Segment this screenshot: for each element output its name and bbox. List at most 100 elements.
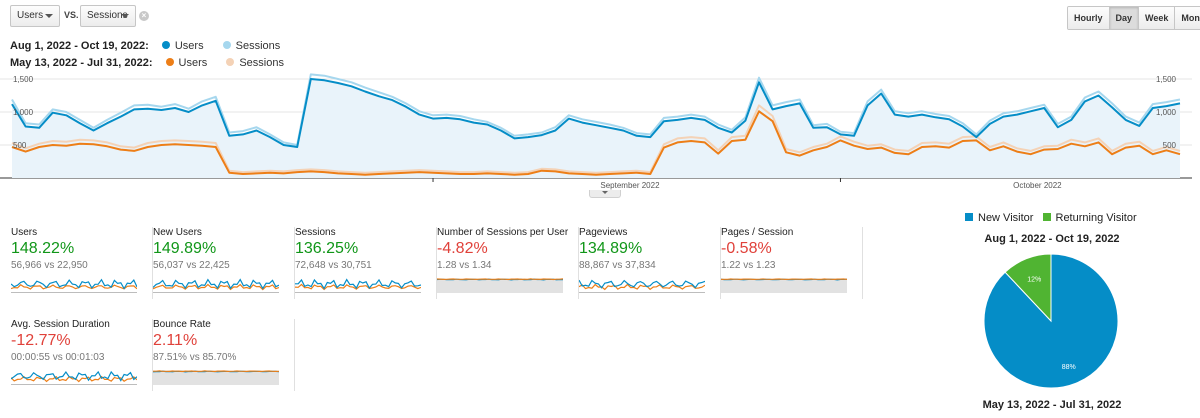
metric-sparkline [437, 278, 563, 293]
series-line-current-users[interactable] [11, 78, 1181, 148]
legend-current-sessions[interactable]: Sessions [222, 39, 281, 53]
metric-change: 148.22% [11, 240, 75, 257]
legend-swatch-icon [965, 213, 973, 221]
pie-title-previous: May 13, 2022 - Jul 31, 2022 [982, 399, 1122, 411]
metric-sparkline [721, 278, 847, 293]
metric-compare: 1.28 vs 1.34 [437, 260, 492, 271]
chevron-down-icon [45, 14, 53, 18]
chevron-down-icon [121, 14, 129, 18]
sparkline-current [295, 278, 421, 290]
metric-tile-users[interactable]: Users 148.22% 56,966 vs 22,950 [11, 227, 153, 299]
close-icon[interactable]: × [139, 11, 149, 21]
pie-legend-new-visitor[interactable]: New Visitor [965, 212, 1033, 224]
metric-label: Pageviews [579, 227, 628, 238]
metric-tile-sessions[interactable]: Sessions 136.25% 72,648 vs 30,751 [295, 227, 437, 299]
legend-previous-sessions-label: Sessions [239, 57, 284, 69]
metric-select-primary-label: Users [17, 10, 44, 21]
y-tick-label: 500 [1163, 141, 1177, 150]
metric-tile-pages-per-session[interactable]: Pages / Session -0.58% 1.22 vs 1.23 [721, 227, 863, 299]
y-tick-label: 500 [13, 141, 27, 150]
metric-tile-sessions-per-user[interactable]: Number of Sessions per User -4.82% 1.28 … [437, 227, 579, 299]
legend-current-period: Aug 1, 2022 - Oct 19, 2022: Users Sessio… [10, 39, 280, 53]
sparkline-fill [721, 280, 847, 293]
month-button[interactable]: Month [1175, 7, 1200, 29]
metric-sparkline [153, 278, 279, 293]
metric-label: Users [11, 227, 38, 238]
series-dot-icon [222, 41, 231, 49]
sparkline-current [11, 278, 137, 290]
pie-legend: New Visitor Returning Visitor [965, 212, 1143, 224]
legend-current-users-label: Users [174, 40, 204, 52]
pie-legend-returning-visitor[interactable]: Returning Visitor [1042, 212, 1137, 224]
week-button[interactable]: Week [1139, 7, 1176, 29]
metric-label: Bounce Rate [153, 319, 211, 330]
metric-compare: 88,867 vs 37,834 [579, 260, 656, 271]
sparkline-previous [153, 283, 279, 291]
metric-sparkline [153, 370, 279, 385]
pie-legend-label: New Visitor [978, 212, 1034, 224]
legend-previous-sessions[interactable]: Sessions [226, 56, 284, 70]
legend-current-users[interactable]: Users [161, 39, 204, 53]
legend-swatch-icon [1042, 213, 1051, 221]
sparkline-fill [153, 372, 279, 385]
metric-label: Pages / Session [721, 227, 794, 238]
metric-change: 136.25% [295, 240, 359, 257]
metric-tile-pageviews[interactable]: Pageviews 134.89% 88,867 vs 37,834 [579, 227, 721, 299]
sparkline-current [153, 278, 279, 290]
metric-change: 134.89% [579, 240, 643, 257]
metric-compare: 56,966 vs 22,950 [11, 260, 88, 271]
series-line-current-sessions[interactable] [11, 73, 1181, 146]
y-tick-label: 1,500 [13, 75, 34, 84]
legend-previous-range: May 13, 2022 - Jul 31, 2022: [10, 57, 153, 69]
sparkline-previous [437, 278, 563, 281]
legend-previous-users[interactable]: Users [165, 56, 207, 70]
metric-label: Avg. Session Duration [11, 319, 110, 330]
sparkline-previous [153, 370, 279, 373]
sparkline-current [579, 279, 705, 289]
day-button[interactable]: Day [1109, 7, 1140, 29]
sparkline-previous [579, 283, 705, 291]
metric-tile-avg-session-duration[interactable]: Avg. Session Duration -12.77% 00:00:55 v… [11, 319, 153, 391]
chart-expand-handle[interactable] [589, 190, 621, 198]
metric-sparkline [295, 278, 421, 293]
metric-label: New Users [153, 227, 202, 238]
metric-change: -4.82% [437, 240, 488, 257]
series-line-previous-users[interactable] [11, 110, 1181, 176]
series-area [12, 79, 1180, 178]
metric-change: -12.77% [11, 332, 71, 349]
visitor-pie-chart[interactable]: 88% 12% [983, 253, 1119, 389]
metric-change: -0.58% [721, 240, 772, 257]
sparkline-previous [11, 284, 137, 290]
metric-compare: 00:00:55 vs 00:01:03 [11, 352, 105, 363]
sparkline-fill [437, 280, 563, 293]
series-dot-icon [165, 58, 174, 66]
metric-compare: 72,648 vs 30,751 [295, 260, 372, 271]
legend-current-sessions-label: Sessions [235, 40, 281, 52]
metric-label: Number of Sessions per User [437, 227, 569, 238]
main-line-chart[interactable]: 1,500 1,500 1,000 1,000 500 500 September 2022… [0, 70, 1200, 190]
series-line-previous-sessions[interactable] [11, 104, 1181, 174]
metric-tile-bounce-rate[interactable]: Bounce Rate 2.11% 87.51% vs 85.70% [153, 319, 295, 391]
metric-label: Sessions [295, 227, 336, 238]
metric-select-compare-label: Sessions [87, 10, 128, 21]
pie-slice-label: 88% [1062, 364, 1076, 371]
x-tick-label: September 2022 [600, 181, 660, 190]
pie-legend-label: Returning Visitor [1055, 212, 1137, 224]
granularity-toggle: Hourly Day Week Month [1067, 6, 1200, 30]
hourly-button[interactable]: Hourly [1068, 7, 1110, 29]
x-tick-label: October 2022 [1013, 181, 1062, 190]
metric-select-primary[interactable]: Users [10, 5, 60, 27]
metric-sparkline [579, 279, 705, 293]
metric-change: 2.11% [153, 332, 198, 349]
metric-sparkline [11, 370, 137, 385]
legend-current-range: Aug 1, 2022 - Oct 19, 2022: [10, 40, 149, 52]
metric-compare: 1.22 vs 1.23 [721, 260, 776, 271]
y-tick-label: 1,000 [13, 108, 34, 117]
metric-select-compare[interactable]: Sessions [80, 5, 136, 27]
metric-tile-new-users[interactable]: New Users 149.89% 56,037 vs 22,425 [153, 227, 295, 299]
pie-slice-returning-visitor[interactable] [1004, 253, 1052, 323]
series-dot-icon [226, 58, 235, 66]
pie-slice-label: 12% [1027, 277, 1041, 284]
pie-title-current: Aug 1, 2022 - Oct 19, 2022 [984, 233, 1120, 245]
metric-compare: 87.51% vs 85.70% [153, 352, 237, 363]
